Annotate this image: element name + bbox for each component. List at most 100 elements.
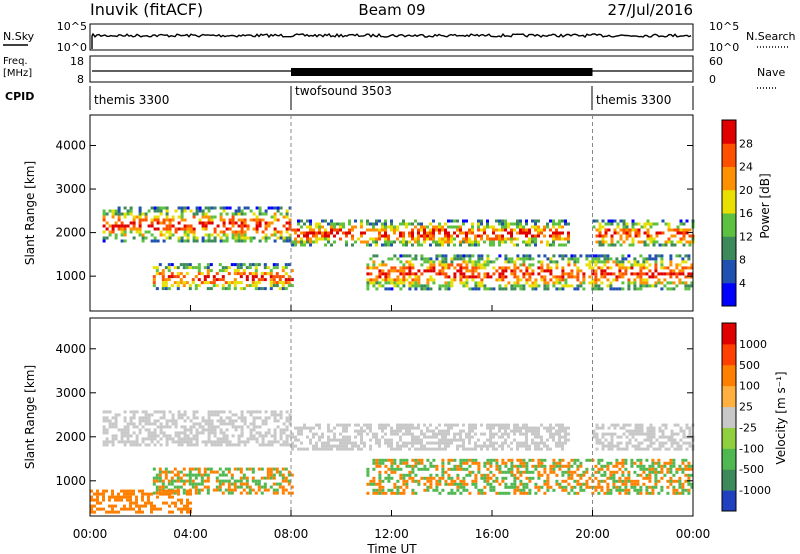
echo-cell — [640, 432, 644, 436]
echo-cell — [285, 437, 289, 441]
echo-cell — [291, 228, 294, 232]
echo-cell — [195, 434, 199, 438]
echo-cell — [390, 266, 394, 270]
echo-cell — [219, 416, 223, 420]
cpid-label: CPID — [5, 90, 34, 103]
echo-cell — [180, 510, 183, 514]
echo-cell — [158, 263, 162, 267]
echo-cell — [595, 438, 599, 442]
echo-cell — [579, 464, 583, 468]
echo-cell — [263, 476, 267, 480]
echo-cell — [210, 440, 214, 444]
echo-cell — [207, 236, 211, 240]
colorbar-swatch — [722, 143, 736, 167]
echo-cell — [513, 263, 517, 267]
echo-cell — [669, 260, 673, 264]
echo-cell — [537, 231, 540, 235]
echo-cell — [621, 287, 625, 291]
echo-cell — [402, 458, 406, 462]
echo-cell — [183, 428, 187, 432]
echo-cell — [258, 416, 262, 420]
echo-cell — [171, 224, 175, 228]
echo-cell — [624, 482, 628, 486]
echo-cell — [417, 435, 420, 439]
echo-cell — [420, 458, 424, 462]
echo-cell — [369, 479, 373, 483]
echo-cell — [661, 231, 665, 235]
echo-cell — [426, 488, 430, 492]
echo-cell — [531, 237, 534, 241]
echo-cell — [681, 269, 685, 273]
echo-cell — [393, 429, 396, 433]
echo-cell — [249, 236, 253, 240]
echo-cell — [183, 437, 187, 441]
echo-cell — [183, 413, 187, 417]
echo-cell — [417, 231, 420, 235]
echo-cell — [474, 482, 478, 486]
echo-cell — [207, 413, 211, 417]
echo-cell — [555, 275, 559, 279]
echo-cell — [441, 473, 445, 477]
echo-cell — [294, 243, 297, 247]
echo-cell — [675, 275, 679, 279]
echo-cell — [120, 233, 124, 237]
echo-cell — [417, 228, 420, 232]
echo-cell — [543, 444, 546, 448]
echo-cell — [601, 441, 605, 445]
echo-cell — [429, 485, 433, 489]
echo-cell — [622, 426, 626, 430]
echo-cell — [153, 236, 157, 240]
echo-cell — [594, 470, 598, 474]
echo-cell — [183, 209, 187, 213]
echo-cell — [120, 428, 124, 432]
echo-cell — [613, 444, 617, 448]
echo-cell — [597, 467, 601, 471]
echo-cell — [264, 221, 268, 225]
echo-cell — [597, 491, 601, 495]
echo-cell — [618, 287, 622, 291]
echo-cell — [408, 473, 412, 477]
echo-cell — [643, 432, 647, 436]
echo-cell — [255, 218, 259, 222]
echo-cell — [171, 495, 174, 499]
echo-cell — [630, 281, 634, 285]
echo-cell — [357, 237, 360, 241]
echo-cell — [612, 485, 616, 489]
echo-cell — [278, 275, 282, 279]
echo-cell — [381, 272, 385, 276]
echo-cell — [480, 476, 484, 480]
echo-cell — [399, 429, 402, 433]
echo-cell — [438, 447, 441, 451]
echo-cell — [567, 275, 571, 279]
echo-cell — [153, 206, 157, 210]
echo-cell — [206, 467, 210, 471]
echo-cell — [297, 426, 300, 430]
echo-cell — [666, 467, 670, 471]
echo-cell — [444, 429, 447, 433]
echo-cell — [652, 441, 656, 445]
echo-cell — [549, 435, 552, 439]
echo-cell — [661, 441, 665, 445]
echo-cell — [387, 275, 391, 279]
echo-cell — [381, 243, 384, 247]
echo-cell — [678, 476, 682, 480]
echo-cell — [573, 287, 577, 291]
echo-cell — [634, 423, 638, 427]
echo-cell — [237, 434, 241, 438]
echo-cell — [309, 438, 312, 442]
echo-cell — [661, 219, 665, 223]
echo-cell — [141, 437, 145, 441]
echo-cell — [450, 488, 454, 492]
echo-cell — [426, 269, 430, 273]
echo-cell — [444, 234, 447, 238]
echo-cell — [225, 422, 229, 426]
echo-cell — [186, 498, 189, 502]
echo-cell — [405, 441, 408, 445]
echo-cell — [429, 269, 433, 273]
echo-cell — [129, 495, 132, 499]
echo-cell — [354, 444, 357, 448]
echo-cell — [261, 443, 265, 447]
echo-cell — [393, 278, 397, 282]
echo-cell — [459, 464, 463, 468]
